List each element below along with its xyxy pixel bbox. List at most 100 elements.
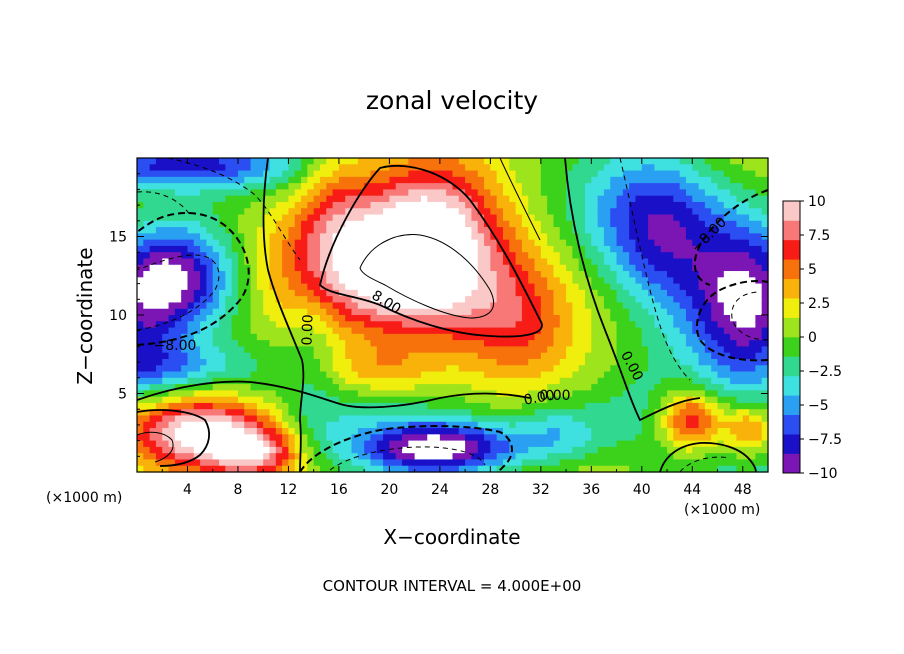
heatmap-cell — [376, 296, 384, 304]
heatmap-cell — [521, 233, 529, 241]
heatmap-cell — [458, 296, 466, 304]
heatmap-cell — [408, 377, 416, 385]
heatmap-cell — [402, 459, 409, 467]
heatmap-cell — [660, 321, 668, 329]
heatmap-cell — [313, 346, 321, 354]
heatmap-cell — [263, 245, 271, 253]
heatmap-cell — [237, 340, 245, 347]
heatmap-cell — [168, 239, 176, 247]
heatmap-cell — [439, 327, 447, 335]
heatmap-cell — [679, 440, 687, 448]
heatmap-cell — [319, 183, 327, 190]
heatmap-cell — [439, 227, 447, 234]
heatmap-cell — [155, 377, 163, 385]
heatmap-cell — [433, 365, 441, 373]
heatmap-cell — [698, 252, 706, 260]
heatmap-cell — [231, 283, 239, 291]
heatmap-cell — [547, 233, 555, 241]
heatmap-cell — [465, 264, 473, 272]
heatmap-cell — [313, 252, 321, 260]
heatmap-cell — [193, 308, 201, 316]
heatmap-cell — [256, 358, 264, 366]
heatmap-cell — [547, 402, 555, 410]
heatmap-cell — [635, 333, 643, 341]
heatmap-cell — [685, 296, 693, 304]
heatmap-cell — [294, 428, 302, 435]
heatmap-cell — [711, 315, 719, 322]
heatmap-cell — [692, 302, 700, 310]
heatmap-cell — [654, 358, 662, 366]
heatmap-cell — [351, 377, 359, 385]
heatmap-cell — [730, 176, 738, 184]
heatmap-cell — [704, 402, 712, 410]
heatmap-cell — [534, 208, 542, 216]
heatmap-cell — [458, 245, 466, 253]
heatmap-cell — [572, 428, 580, 435]
heatmap-cell — [566, 233, 573, 241]
heatmap-cell — [685, 365, 693, 373]
heatmap-cell — [427, 195, 435, 203]
heatmap-cell — [143, 277, 151, 285]
heatmap-cell — [679, 346, 687, 354]
heatmap-cell — [193, 315, 201, 322]
heatmap-cell — [155, 465, 163, 473]
heatmap-cell — [206, 208, 214, 216]
heatmap-cell — [654, 170, 662, 178]
heatmap-cell — [692, 465, 700, 473]
heatmap-cell — [294, 239, 302, 247]
heatmap-cell — [742, 428, 750, 435]
heatmap-cell — [465, 201, 473, 209]
heatmap-cell — [635, 289, 643, 297]
heatmap-cell — [471, 346, 479, 354]
heatmap-cell — [654, 421, 662, 429]
heatmap-cell — [181, 421, 189, 429]
heatmap-cell — [540, 453, 548, 461]
heatmap-cell — [288, 158, 296, 165]
heatmap-cell — [635, 346, 643, 354]
heatmap-cell — [408, 208, 416, 216]
heatmap-cell — [332, 327, 340, 335]
heatmap-cell — [193, 189, 201, 197]
heatmap-cell — [332, 245, 340, 253]
heatmap-cell — [288, 352, 296, 360]
heatmap-cell — [692, 183, 700, 190]
heatmap-cell — [225, 428, 233, 435]
heatmap-cell — [294, 453, 302, 461]
heatmap-cell — [654, 239, 662, 247]
heatmap-cell — [540, 409, 548, 417]
heatmap-cell — [559, 183, 567, 190]
heatmap-cell — [250, 358, 258, 366]
heatmap-cell — [338, 440, 346, 448]
heatmap-cell — [376, 277, 384, 285]
heatmap-cell — [137, 415, 144, 423]
heatmap-cell — [395, 465, 403, 473]
heatmap-cell — [704, 189, 712, 197]
heatmap-cell — [597, 214, 605, 222]
heatmap-cell — [408, 170, 416, 178]
heatmap-cell — [162, 289, 170, 297]
heatmap-cell — [736, 289, 744, 297]
heatmap-cell — [490, 195, 498, 203]
heatmap-cell — [736, 321, 744, 329]
heatmap-cell — [591, 183, 599, 190]
heatmap-cell — [319, 239, 327, 247]
heatmap-cell — [187, 271, 195, 278]
heatmap-cell — [275, 384, 283, 391]
heatmap-cell — [484, 365, 491, 373]
heatmap-cell — [237, 384, 245, 391]
heatmap-cell — [389, 239, 397, 247]
heatmap-cell — [143, 459, 151, 467]
heatmap-cell — [452, 220, 460, 228]
heatmap-cell — [490, 352, 498, 360]
heatmap-cell — [231, 214, 239, 222]
heatmap-cell — [383, 195, 390, 203]
heatmap-cell — [591, 164, 599, 172]
heatmap-cell — [389, 302, 397, 310]
heatmap-cell — [319, 189, 327, 197]
heatmap-cell — [736, 446, 744, 454]
heatmap-cell — [622, 358, 630, 366]
heatmap-cell — [540, 201, 548, 209]
heatmap-cell — [193, 352, 201, 360]
heatmap-cell — [509, 396, 517, 404]
heatmap-cell — [319, 384, 327, 391]
